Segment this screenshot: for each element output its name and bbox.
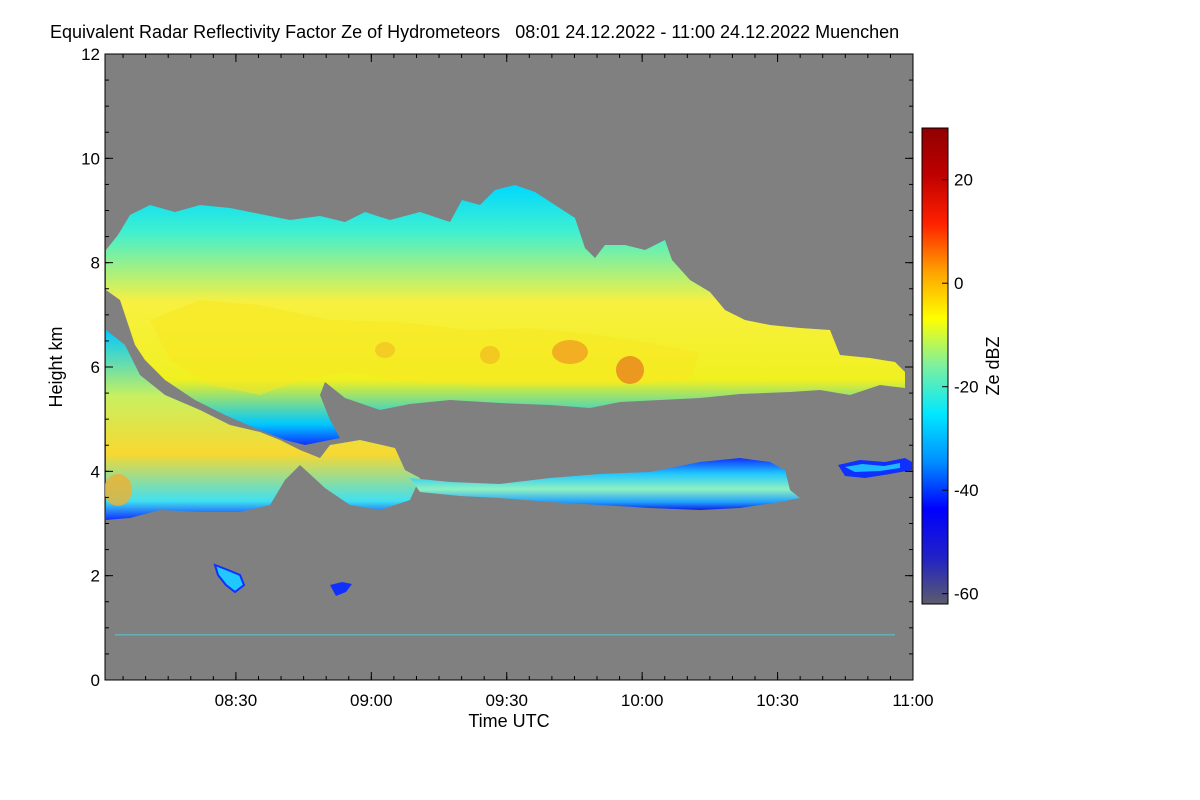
colorbar [921, 127, 949, 605]
x-tick-label: 08:30 [215, 691, 258, 710]
strong-echo-4 [375, 342, 395, 358]
y-tick-label: 10 [81, 149, 100, 168]
x-tick-label: 11:00 [892, 691, 933, 710]
lower-cloud-echo [106, 330, 420, 520]
y-axis: 0 2 4 6 8 10 12 [81, 45, 913, 690]
y-tick-label: 6 [91, 358, 100, 377]
right-edge-inner [845, 463, 900, 472]
colorbar-tick-label: -20 [954, 378, 979, 397]
y-tick-label: 4 [91, 462, 100, 481]
y-tick-label: 8 [91, 254, 100, 273]
low-echo-2 [330, 582, 352, 596]
clutter-line [115, 634, 895, 636]
x-axis: 08:30 09:00 09:30 10:00 10:30 11:00 [122, 54, 934, 710]
low-echo-1 [213, 563, 246, 594]
strong-echo-2 [616, 356, 644, 384]
y-tick-label: 12 [81, 45, 100, 64]
upper-cloud-echo [106, 185, 905, 445]
x-tick-label: 09:30 [485, 691, 528, 710]
x-axis-label: Time UTC [468, 711, 549, 731]
colorbar-tick-label: -60 [954, 585, 979, 604]
colorbar-label: Ze dBZ [983, 336, 1003, 395]
colorbar-tick-label: -40 [954, 481, 979, 500]
chart-title: Equivalent Radar Reflectivity Factor Ze … [50, 22, 900, 42]
y-tick-label: 2 [91, 567, 100, 586]
colorbar-ticks: 20 0 -20 -40 -60 [942, 171, 979, 604]
thin-layer-echo [410, 458, 800, 510]
lower-strong-echo [105, 474, 132, 506]
upper-cloud-core [150, 300, 700, 395]
echo-layers [105, 185, 912, 636]
x-tick-label: 10:30 [756, 691, 799, 710]
colorbar-tick-label: 0 [954, 274, 963, 293]
strong-echo-1 [552, 340, 588, 364]
x-tick-label: 09:00 [350, 691, 393, 710]
x-tick-label: 10:00 [621, 691, 664, 710]
strong-echo-3 [480, 346, 500, 364]
colorbar-tick-label: 20 [954, 171, 973, 190]
y-axis-label: Height km [46, 326, 66, 407]
y-tick-label: 0 [91, 671, 100, 690]
